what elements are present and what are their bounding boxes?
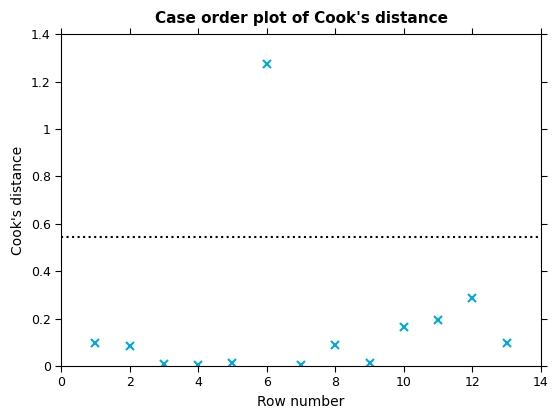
Cook's distance (92, 341, 99, 346)
Cook's distance (366, 360, 373, 365)
Cook's distance (503, 340, 510, 345)
Cook's distance (332, 343, 339, 348)
Cook's distance (263, 61, 270, 66)
Cook's distance (127, 343, 133, 348)
X-axis label: Row number: Row number (258, 395, 345, 409)
Cook's distance (435, 317, 441, 322)
Cook's distance (400, 324, 407, 329)
Cook's distance (195, 363, 202, 368)
Cook's distance (469, 296, 476, 301)
Cook's distance (229, 360, 236, 365)
Reference Line (58, 234, 64, 239)
Cook's distance (298, 362, 305, 368)
Title: Case order plot of Cook's distance: Case order plot of Cook's distance (155, 11, 447, 26)
Reference Line (92, 234, 99, 239)
Cook's distance (161, 362, 167, 367)
Y-axis label: Cook's distance: Cook's distance (11, 145, 25, 255)
Line: Cook's distance: Cook's distance (91, 60, 511, 369)
